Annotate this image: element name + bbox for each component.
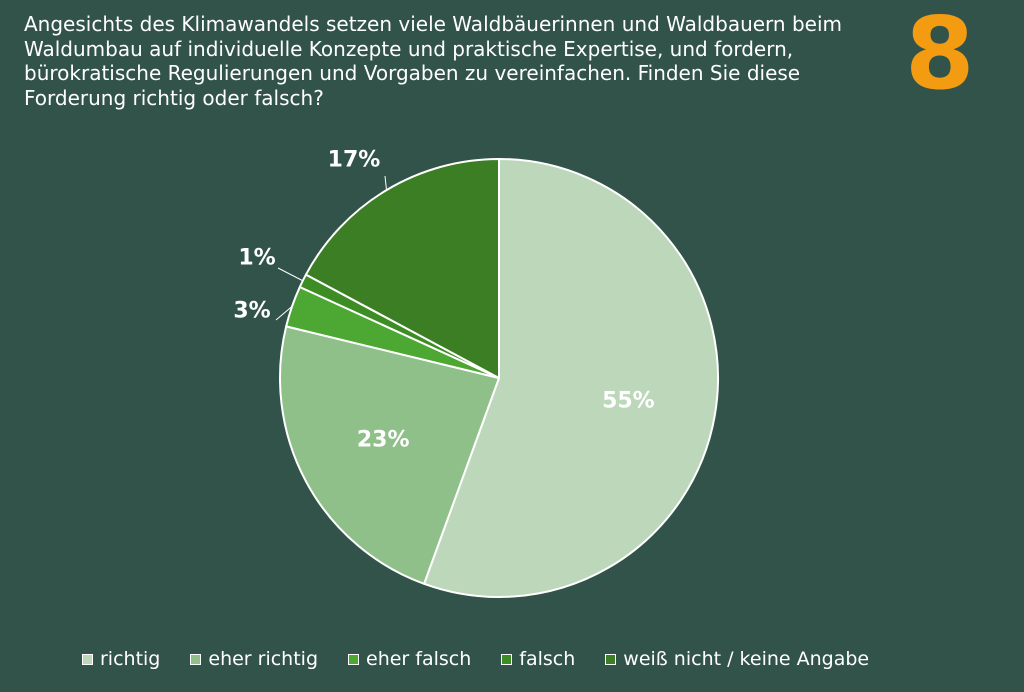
data-label-eher-falsch: 3% [233,299,270,324]
legend-label-eher-falsch: eher falsch [366,648,472,670]
legend-item-richtig: richtig [82,646,160,672]
legend-swatch-falsch [501,653,513,665]
legend-swatch-eher-richtig [190,653,202,665]
data-label-richtig: 55% [602,388,655,413]
legend-swatch-richtig [82,653,93,665]
pie-slice-richtig [423,158,719,598]
legend-label-falsch: falsch [519,648,576,670]
data-label-falsch: 1% [238,246,275,271]
legend-item-weiss-nicht: weiß nicht / keine Angabe [605,646,869,672]
legend-label-weiss-nicht: weiß nicht / keine Angabe [623,648,870,670]
legend-item-falsch: falsch [501,646,575,672]
leader-line-eher-falsch [275,305,293,321]
data-label-weiss-nicht: 17% [328,148,381,173]
legend-item-eher-richtig: eher richtig [190,646,318,672]
legend-swatch-weiss-nicht [605,653,617,665]
chart-legend: richtig eher richtig eher falsch falsch … [82,646,899,672]
pie-slice-weiss-nicht [304,158,500,379]
leader-line-falsch [277,267,304,282]
data-label-eher-richtig: 23% [357,428,410,453]
legend-item-eher-falsch: eher falsch [348,646,471,672]
legend-swatch-eher-falsch [348,653,360,665]
legend-label-eher-richtig: eher richtig [208,648,319,670]
question-number: 8 [905,0,975,112]
legend-label-richtig: richtig [100,648,161,670]
pie-slice-eher-richtig [279,325,500,585]
leader-line-weiss-nicht [384,175,388,191]
question-text: Angesichts des Klimawandels setzen viele… [24,12,842,110]
